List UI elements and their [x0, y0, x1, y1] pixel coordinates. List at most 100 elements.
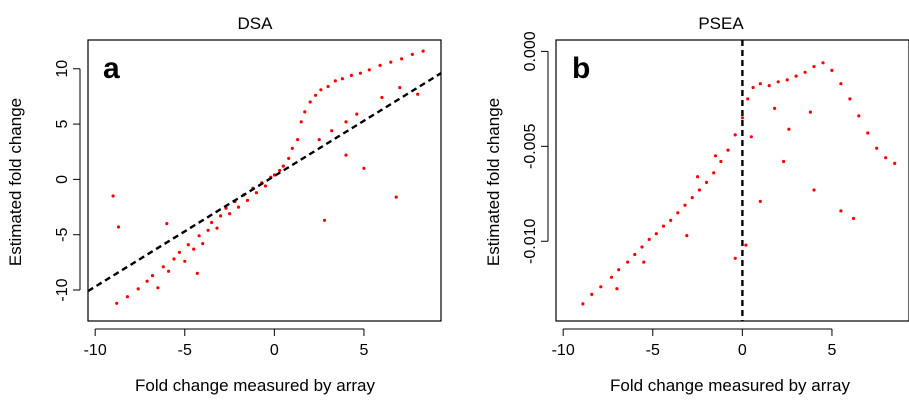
- panel-b-point: [803, 70, 807, 74]
- panel-b-point: [839, 209, 843, 213]
- panel-a-point: [389, 60, 393, 64]
- panel-b-point: [839, 82, 843, 86]
- panel-b-x-axis-label: Fold change measured by array: [610, 376, 851, 395]
- panel-a-point: [177, 250, 181, 254]
- panel-a-point: [344, 153, 348, 157]
- panel-b-point: [581, 302, 585, 306]
- panel-a-point: [416, 92, 420, 96]
- panel-b-point: [690, 196, 694, 200]
- panel-b-point: [642, 260, 646, 264]
- panel-b-point: [697, 188, 702, 192]
- panel-b-point: [749, 135, 753, 139]
- panel-b-point: [647, 237, 651, 241]
- panel-a-point: [358, 71, 362, 75]
- panel-b-x-ticks: -10 -5 0 5: [552, 328, 836, 359]
- panel-a-point: [161, 265, 165, 269]
- panel-b-point: [848, 97, 852, 101]
- panel-a-point: [378, 63, 382, 67]
- panel-a-point: [367, 68, 371, 72]
- panel-b-point: [599, 285, 603, 289]
- panel-a-point: [326, 84, 330, 89]
- panel-b-letter: b: [572, 52, 590, 85]
- panel-a-point: [125, 295, 129, 299]
- panel-b-point: [685, 234, 689, 238]
- panel-a-point: [172, 257, 176, 261]
- panel-b-point: [615, 287, 619, 291]
- panel-b-point: [751, 85, 755, 90]
- panel-a-point: [355, 112, 359, 116]
- panel-b-x-tick-label: -5: [646, 342, 660, 359]
- panel-b-point: [808, 110, 813, 114]
- panel-b-point: [812, 65, 816, 69]
- panel-a-y-tick-label: 10: [54, 60, 71, 78]
- panel-b-point: [726, 148, 730, 152]
- panel-b-point: [776, 80, 780, 84]
- panel-a-point: [210, 220, 214, 225]
- panel-a-title: DSA: [238, 14, 274, 33]
- panel-a-point: [111, 194, 115, 198]
- panel-b-point: [696, 175, 700, 179]
- panel-a-x-tick-label: -10: [84, 342, 107, 359]
- panel-a-point: [281, 164, 285, 168]
- panel-b-y-axis-label: Estimated fold change: [484, 98, 503, 266]
- panel-b-point: [661, 224, 666, 228]
- panel-a-point: [340, 77, 344, 81]
- panel-a-point: [197, 234, 201, 238]
- panel-b-point: [773, 106, 777, 110]
- panel-b: PSEA b Fold change measured by array Est…: [484, 14, 909, 395]
- panel-b-point: [719, 159, 723, 164]
- panel-b-point: [758, 82, 762, 86]
- panel-a-point: [421, 49, 425, 53]
- panel-b-y-tick-label: 0.000: [522, 31, 539, 71]
- panel-a: DSA a Fold change measured by array Esti…: [6, 14, 442, 395]
- panel-b-point: [857, 114, 861, 118]
- panel-b-point: [590, 292, 594, 296]
- panel-a-point: [287, 156, 291, 160]
- panel-a-point: [308, 100, 312, 104]
- panel-b-point: [821, 61, 825, 65]
- panel-b-point: [866, 131, 870, 135]
- panel-a-y-tick-label: -5: [54, 227, 71, 241]
- panel-b-plot-frame: [555, 39, 909, 322]
- panel-a-point: [296, 138, 300, 142]
- panel-a-point: [201, 242, 205, 246]
- panel-b-point: [713, 154, 718, 158]
- panel-a-point: [344, 120, 348, 124]
- panel-b-point: [704, 180, 709, 184]
- panel-b-point: [884, 156, 888, 160]
- panel-b-point: [669, 218, 673, 222]
- panel-b-point: [712, 171, 716, 175]
- panel-a-x-axis-label: Fold change measured by array: [135, 376, 376, 395]
- panel-a-reference-line: [87, 72, 442, 293]
- panel-b-points: [581, 61, 897, 306]
- panel-a-point: [215, 226, 219, 230]
- panel-b-point: [767, 84, 771, 88]
- panel-b-point: [733, 133, 737, 137]
- panel-b-point: [617, 268, 621, 272]
- panel-a-point: [314, 93, 318, 97]
- panel-a-reference-line-group: [87, 72, 442, 293]
- panel-b-x-tick-label: 5: [827, 342, 836, 359]
- panel-a-point: [236, 205, 241, 209]
- panel-b-point: [830, 68, 834, 72]
- panel-a-point: [115, 301, 119, 305]
- panel-a-point: [303, 110, 307, 114]
- panel-b-point: [640, 245, 644, 249]
- panel-a-point: [349, 73, 353, 77]
- panel-a-point: [150, 274, 155, 278]
- panel-a-point: [362, 166, 366, 170]
- panel-a-point: [183, 259, 187, 263]
- panel-a-point: [192, 247, 196, 251]
- panel-b-y-tick-label: -0.010: [522, 218, 539, 263]
- panel-a-point: [263, 184, 267, 188]
- panel-b-point: [609, 275, 614, 279]
- panel-b-point: [893, 161, 897, 165]
- panel-b-title: PSEA: [698, 14, 744, 33]
- panel-a-point: [330, 129, 334, 133]
- panel-a-plot-frame: [87, 39, 442, 322]
- panel-a-x-tick-label: -5: [178, 342, 192, 359]
- panel-a-point: [228, 212, 232, 216]
- panel-b-point: [683, 203, 687, 207]
